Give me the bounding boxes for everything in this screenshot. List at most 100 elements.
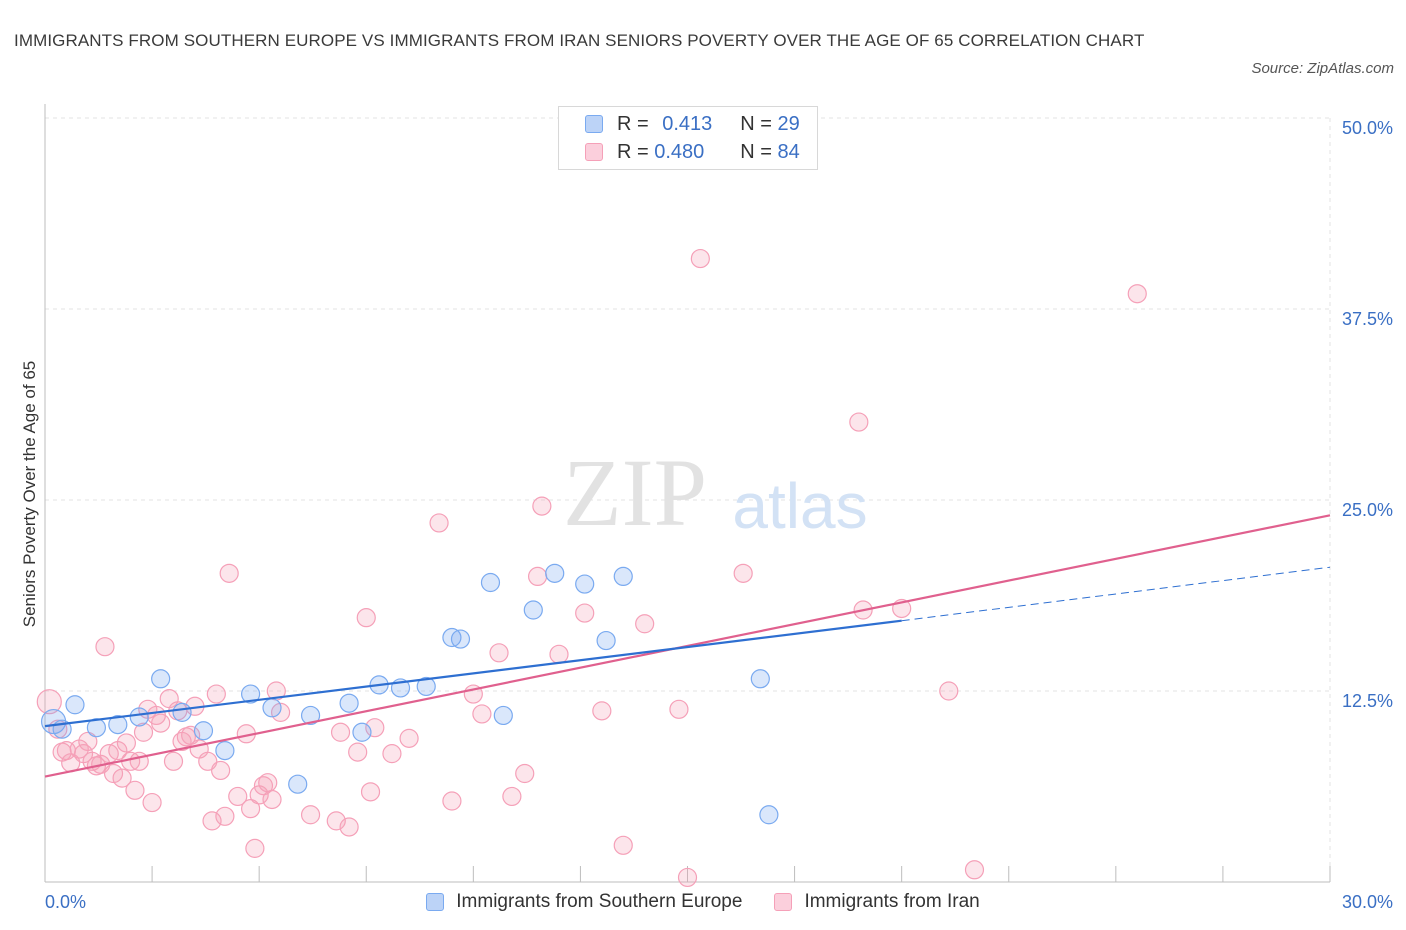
point-southern-europe-5 (129, 707, 149, 727)
point-southern-europe-22 (493, 705, 513, 726)
point-southern-europe-26 (596, 630, 616, 651)
point-iran-45 (258, 773, 278, 793)
point-southern-europe-29 (759, 805, 779, 825)
legend-n-value: 84 (777, 140, 800, 163)
point-iran-81 (964, 860, 985, 880)
point-iran-67 (532, 496, 552, 516)
point-iran-35 (206, 684, 226, 704)
point-iran-41 (241, 799, 261, 819)
source-label: Source: ZipAtlas.com (1251, 60, 1394, 77)
point-iran-53 (348, 742, 368, 762)
point-southern-europe-11 (262, 698, 282, 718)
point-southern-europe-10 (241, 684, 261, 704)
point-iran-55 (360, 782, 381, 802)
legend-row-southern-europe: R = 0.413 N = 29 (585, 111, 800, 137)
point-iran-36 (211, 760, 231, 781)
point-southern-europe-12 (288, 774, 308, 794)
legend-swatch-blue (585, 115, 603, 133)
point-southern-europe-15 (352, 722, 372, 742)
point-southern-europe-9 (215, 740, 235, 761)
point-southern-europe-4 (108, 715, 128, 735)
point-iran-73 (669, 699, 689, 719)
point-southern-europe-18 (416, 676, 436, 697)
point-iran-58 (399, 728, 419, 748)
legend-swatch-pink (585, 143, 603, 161)
legend-item-southern-europe: Immigrants from Southern Europe (426, 891, 742, 913)
point-iran-30 (181, 725, 201, 745)
point-iran-70 (592, 701, 612, 721)
point-iran-24 (151, 713, 171, 733)
y-axis-label: Seniors Poverty Over the Age of 65 (20, 361, 39, 627)
point-iran-69 (575, 603, 595, 623)
point-iran-0 (36, 689, 62, 715)
point-iran-49 (300, 805, 321, 825)
point-iran-22 (142, 792, 162, 813)
point-iran-76 (733, 563, 753, 583)
axes (44, 104, 1331, 883)
watermark: ZIP atlas (563, 439, 868, 546)
legend-r-label: R = (617, 140, 649, 163)
legend-swatch-blue (426, 893, 445, 911)
legend-r-value: 0.413 (662, 112, 713, 135)
point-iran-34 (202, 811, 222, 831)
point-southern-europe-20 (450, 629, 471, 649)
point-iran-57 (382, 744, 402, 764)
point-iran-68 (549, 644, 569, 664)
point-southern-europe-28 (750, 669, 770, 689)
point-southern-europe-27 (613, 566, 633, 587)
point-iran-7 (78, 731, 98, 752)
legend-bottom: Immigrants from Southern Europe Immigran… (0, 889, 1406, 915)
trend-lines (44, 514, 1331, 778)
y-tick-label-1: 25.0% (1342, 500, 1393, 520)
point-iran-38 (219, 563, 239, 583)
point-iran-75 (690, 248, 710, 269)
point-iran-56 (365, 718, 385, 738)
trend-line-southern-europe (44, 619, 902, 728)
point-southern-europe-24 (545, 563, 565, 583)
legend-row-iran: R = 0.480 N = 84 (585, 139, 800, 165)
point-iran-20 (133, 722, 154, 742)
legend-item-iran: Immigrants from Iran (774, 891, 980, 913)
point-iran-52 (339, 817, 359, 837)
point-iran-39 (228, 786, 248, 807)
point-iran-60 (442, 791, 462, 811)
point-southern-europe-23 (523, 600, 543, 620)
x-tick-label-1: 30.0% (1342, 892, 1393, 912)
point-southern-europe-3 (86, 718, 107, 738)
point-iran-62 (472, 704, 492, 724)
point-iran-64 (502, 786, 522, 807)
series-iran-points (36, 248, 1147, 888)
point-iran-18 (125, 780, 145, 800)
point-iran-51 (330, 722, 351, 742)
chart-title: IMMIGRANTS FROM SOUTHERN EUROPE VS IMMIG… (14, 31, 1145, 50)
point-iran-77 (849, 412, 869, 432)
watermark-atlas: atlas (732, 470, 867, 542)
point-iran-72 (635, 614, 655, 634)
watermark-zip: ZIP (563, 439, 707, 546)
point-iran-16 (116, 733, 136, 753)
point-iran-82 (1127, 284, 1147, 304)
tick-labels: 12.5% 25.0% 37.5% 50.0% 0.0% 30.0% (45, 118, 1393, 912)
legend-label-iran: Immigrants from Iran (804, 891, 980, 912)
point-iran-66 (527, 566, 548, 587)
point-iran-42 (245, 838, 265, 858)
point-iran-54 (356, 608, 376, 628)
point-southern-europe-25 (575, 574, 595, 594)
point-iran-13 (103, 763, 124, 784)
point-iran-74 (677, 867, 698, 888)
point-southern-europe-21 (480, 572, 501, 593)
point-southern-europe-14 (339, 693, 359, 713)
point-iran-71 (613, 835, 633, 855)
point-iran-37 (215, 806, 235, 826)
trend-line-southern-europe-extension (901, 566, 1331, 622)
legend-top: R = 0.413 N = 29 R = 0.480 N = 84 (558, 106, 818, 170)
legend-r-value: 0.480 (654, 140, 705, 163)
point-iran-26 (163, 751, 184, 771)
trend-line-iran (44, 514, 1331, 778)
legend-swatch-pink (774, 893, 793, 911)
legend-r-label: R = (617, 112, 649, 135)
x-tick-label-0: 0.0% (45, 892, 86, 912)
legend-n-label: N = (740, 140, 772, 163)
legend-n-value: 29 (777, 112, 800, 135)
